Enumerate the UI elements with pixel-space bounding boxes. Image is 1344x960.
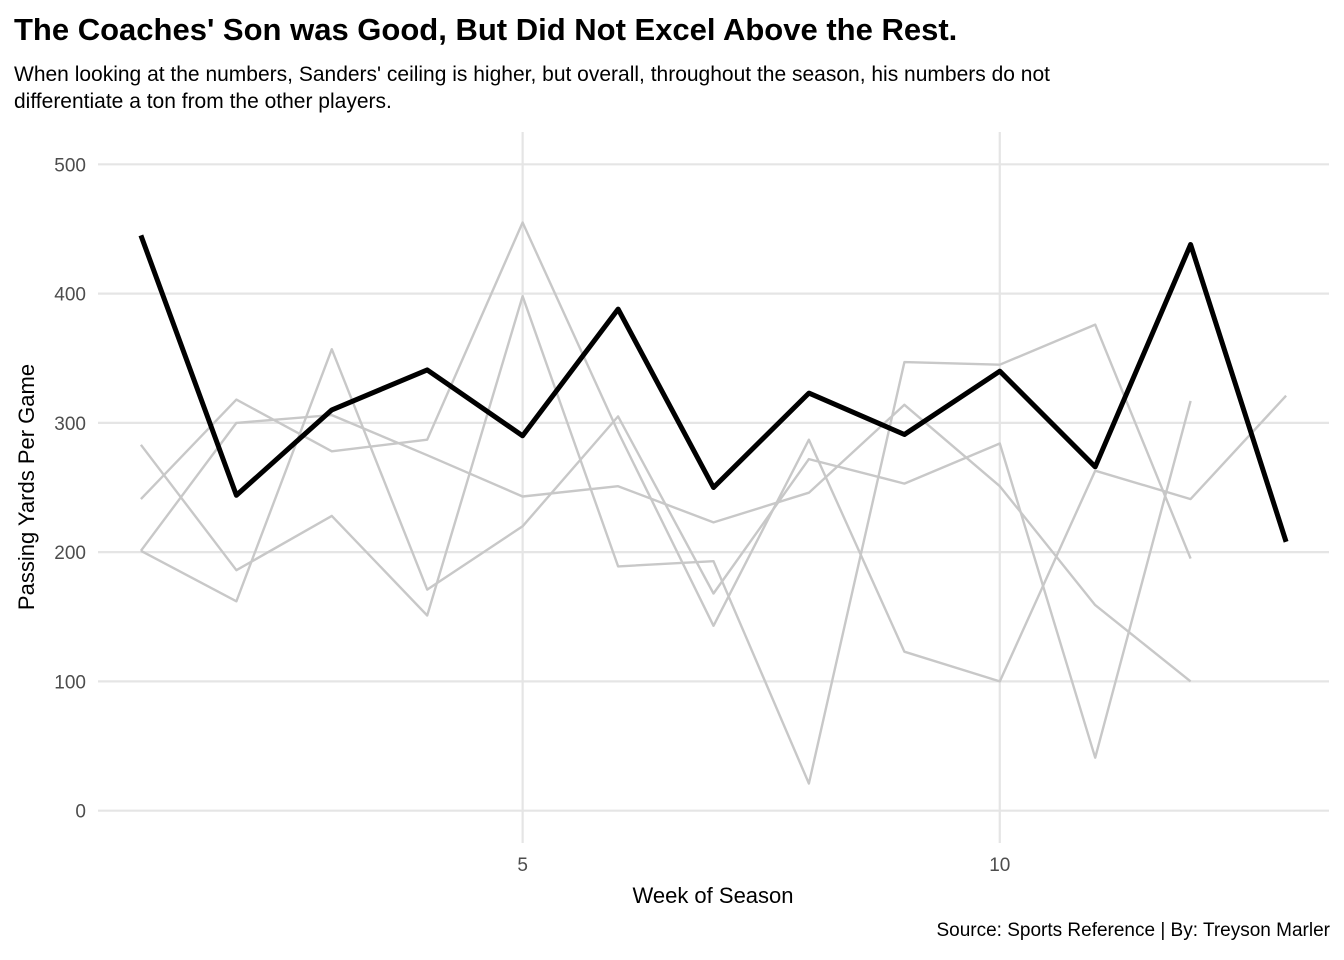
y-tick-label: 0	[75, 802, 86, 823]
series-lines	[138, 221, 1289, 785]
y-tick-label: 300	[54, 414, 86, 435]
x-tick-label: 5	[517, 855, 528, 876]
x-axis-title: Week of Season	[632, 883, 793, 908]
chart-title: The Coaches' Son was Good, But Did Not E…	[14, 12, 958, 47]
x-tick-label: 10	[989, 855, 1010, 876]
chart-subtitle: When looking at the numbers, Sanders' ce…	[14, 61, 1339, 115]
y-tick-label: 500	[54, 155, 86, 176]
y-axis-title: Passing Yards Per Game	[14, 364, 39, 610]
tick-labels: 0 100 200 300 400 500 5 10	[54, 155, 1010, 876]
highlighted-series-line	[138, 234, 1289, 543]
series-line	[140, 221, 1287, 683]
subtitle-line: differentiate a ton from the other playe…	[14, 90, 392, 113]
y-tick-label: 200	[54, 543, 86, 564]
series-line	[139, 295, 1192, 785]
series-line	[139, 403, 1192, 683]
y-tick-label: 100	[54, 672, 86, 693]
chart-caption: Source: Sports Reference | By: Treyson M…	[936, 920, 1330, 941]
series-line	[140, 348, 1192, 759]
subtitle-line: When looking at the numbers, Sanders' ce…	[14, 63, 1050, 86]
y-tick-label: 400	[54, 285, 86, 306]
